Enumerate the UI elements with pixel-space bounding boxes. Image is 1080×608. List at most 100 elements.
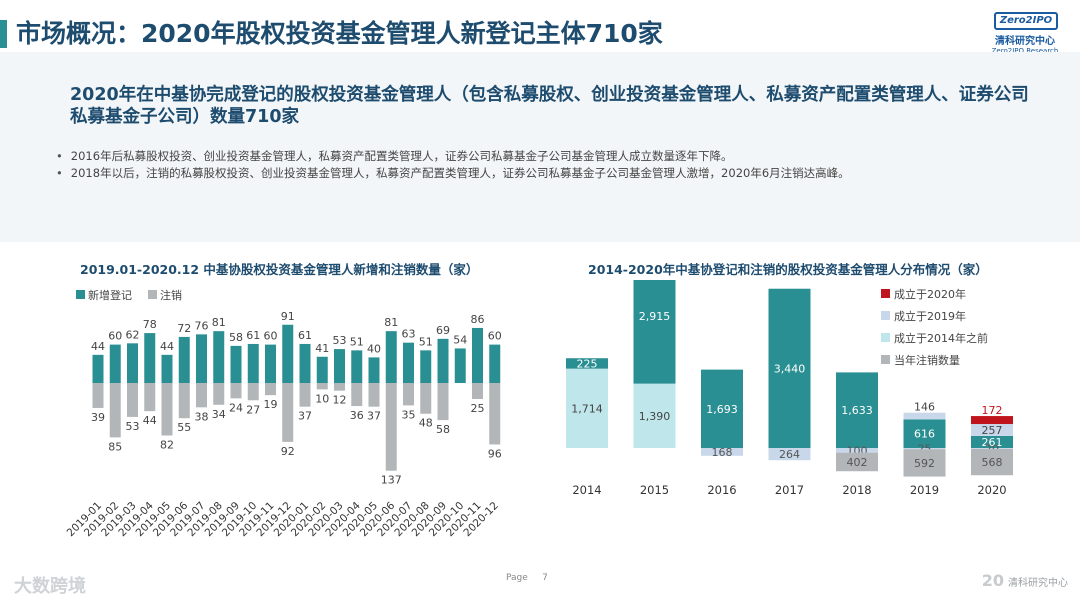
x-tick-label: 2014 xyxy=(572,483,601,497)
data-label-cancel: 82 xyxy=(160,438,174,451)
bar-cancel xyxy=(196,383,207,408)
data-label-cancel: 137 xyxy=(381,474,402,487)
bar-cancel xyxy=(230,383,242,399)
data-label-new: 60 xyxy=(264,330,278,343)
bar-new xyxy=(299,343,311,383)
summary-bullets: 2016年后私募股权投资、创业投资基金管理人，私募资产配置类管理人，证券公司私募… xyxy=(56,148,1056,182)
bar-cancel xyxy=(144,383,156,412)
stack-segment-negative xyxy=(836,452,878,472)
legend-label: 成立于2020年 xyxy=(894,287,966,301)
data-label-new: 58 xyxy=(229,331,243,344)
data-label-cancel: 39 xyxy=(91,411,105,424)
x-tick-label: 2016 xyxy=(707,483,736,497)
bar-cancel xyxy=(385,383,397,471)
bar-cancel xyxy=(472,383,483,399)
bar-cancel xyxy=(265,383,276,396)
bar-new xyxy=(178,336,190,383)
segment-label-negative: 592 xyxy=(914,457,935,470)
data-label-cancel: 37 xyxy=(367,410,381,423)
data-label-new: 60 xyxy=(108,330,122,343)
data-label-new: 81 xyxy=(384,316,398,329)
bullet-item: 2016年后私募股权投资、创业投资基金管理人，私募资产配置类管理人，证券公司私募… xyxy=(56,148,1056,165)
data-label-cancel: 96 xyxy=(488,447,502,460)
bar-new xyxy=(472,327,483,383)
segment-label: 172 xyxy=(982,404,1003,417)
segment-label: 225 xyxy=(577,357,598,370)
segment-label-negative: 402 xyxy=(847,456,868,469)
logo-cn: 清科研究中心 xyxy=(995,36,1055,47)
legend-swatch xyxy=(881,333,890,342)
data-label-cancel: 44 xyxy=(143,414,157,427)
bar-new xyxy=(127,343,138,383)
left-chart-title: 2019.01-2020.12 中基协股权投资基金管理人新增和注销数量（家） xyxy=(80,262,479,277)
footer-brand-text: 清科研究中心 xyxy=(1008,578,1068,589)
bar-cancel xyxy=(127,383,138,417)
bar-cancel xyxy=(316,383,328,390)
page-title: 市场概况：2020年股权投资基金管理人新登记主体710家 xyxy=(16,19,663,48)
stack-segment xyxy=(836,372,878,448)
stack-segment xyxy=(903,412,946,420)
legend-label: 当年注销数量 xyxy=(894,353,960,367)
bar-new xyxy=(247,343,259,383)
data-label-new: 44 xyxy=(160,340,174,353)
logo-en: Zero2IPO Research xyxy=(991,47,1059,55)
bar-new xyxy=(196,334,207,383)
data-label-new: 63 xyxy=(402,328,416,341)
bar-new xyxy=(368,357,380,383)
stack-segment-negative xyxy=(971,448,1013,476)
bar-new xyxy=(420,350,432,383)
bar-new xyxy=(213,331,225,383)
bar-new xyxy=(109,344,121,383)
bar-new xyxy=(385,331,397,383)
bar-new xyxy=(489,344,501,383)
data-label-cancel: 37 xyxy=(298,410,312,423)
segment-label: 1,633 xyxy=(841,404,873,417)
x-tick-label: 2017 xyxy=(775,483,804,497)
right-chart-title: 2014-2020年中基协登记和注销的股权投资基金管理人分布情况（家） xyxy=(588,262,988,277)
data-label-new: 44 xyxy=(91,340,105,353)
stack-segment-negative xyxy=(768,448,811,461)
monthly-bar-chart: 新增登记 注销44392019-0160852019-0262532019-037… xyxy=(65,288,502,539)
bar-new xyxy=(92,354,104,383)
segment-label-negative: 168 xyxy=(712,446,733,459)
bar-cancel xyxy=(213,383,225,405)
bar-new xyxy=(161,354,173,383)
data-label-new: 53 xyxy=(333,334,347,347)
bar-new xyxy=(282,324,294,383)
bar-cancel xyxy=(109,383,121,438)
yearly-stacked-chart: 1,714 225 2014 1,390 2,915 2015 1,693 168 2016 3,… xyxy=(566,280,1013,497)
bar-new xyxy=(316,356,328,383)
x-tick-label: 2020 xyxy=(977,483,1006,497)
data-label-new: 72 xyxy=(177,322,191,335)
x-tick-label: 2015 xyxy=(640,483,669,497)
segment-label: 1,714 xyxy=(571,402,603,415)
data-label-cancel: 34 xyxy=(212,408,226,421)
data-label-cancel: 24 xyxy=(229,401,243,414)
bullet-item: 2018年以后，注销的私募股权投资、创业投资基金管理人，私募资产配置类管理人，证… xyxy=(56,165,1056,182)
bar-new xyxy=(403,342,414,383)
bar-new xyxy=(144,333,156,383)
segment-label: 3,440 xyxy=(774,362,806,375)
footer-brand: 20 清科研究中心 xyxy=(982,571,1068,590)
data-label-cancel: 19 xyxy=(264,398,278,411)
data-label-new: 51 xyxy=(350,335,364,348)
bar-cancel xyxy=(420,383,432,414)
bar-cancel xyxy=(247,383,259,401)
data-label-new: 61 xyxy=(246,329,260,342)
data-label-new: 62 xyxy=(126,328,140,341)
data-label-new: 40 xyxy=(367,342,381,355)
stack-segment xyxy=(701,369,743,448)
data-label-cancel: 10 xyxy=(315,392,329,405)
summary-background xyxy=(0,52,1080,242)
logo-wordmark: Zero2IPO xyxy=(994,12,1058,30)
legend-label-new: 新增登记 xyxy=(88,288,132,302)
legend-swatch-new xyxy=(76,290,85,299)
stack-segment xyxy=(768,288,811,448)
data-label-cancel: 25 xyxy=(471,402,485,415)
title-accent-bar xyxy=(0,20,7,48)
page-number: Page 7 xyxy=(506,573,548,583)
bar-cancel xyxy=(282,383,294,442)
stack-segment xyxy=(903,419,946,448)
bar-cancel xyxy=(92,383,104,408)
page-value: 7 xyxy=(542,573,548,583)
